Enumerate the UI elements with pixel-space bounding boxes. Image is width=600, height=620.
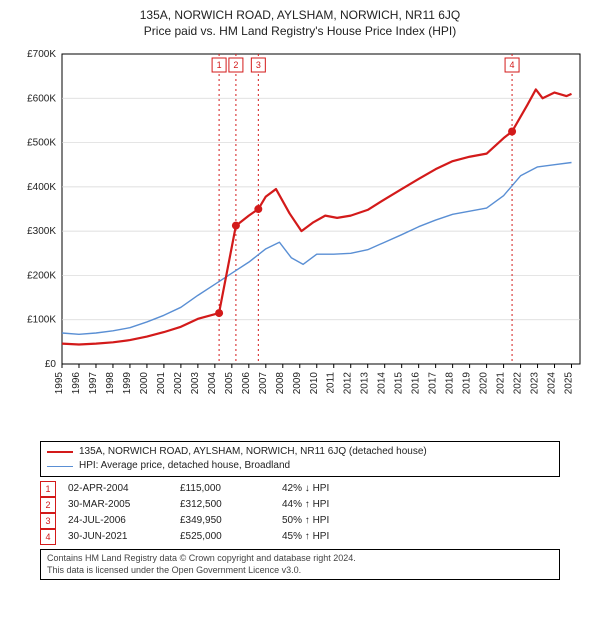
transaction-date: 24-JUL-2006 xyxy=(68,513,168,529)
svg-text:2015: 2015 xyxy=(394,372,405,395)
legend-label-hpi: HPI: Average price, detached house, Broa… xyxy=(79,459,290,473)
transaction-price: £525,000 xyxy=(180,529,270,545)
transaction-index-badge: 4 xyxy=(40,529,56,545)
svg-text:2003: 2003 xyxy=(190,372,201,395)
transaction-pct: 42% ↓ HPI xyxy=(282,481,402,497)
footer-line-1: Contains HM Land Registry data © Crown c… xyxy=(47,553,553,564)
transaction-price: £115,000 xyxy=(180,481,270,497)
svg-text:2000: 2000 xyxy=(139,372,150,395)
svg-text:4: 4 xyxy=(510,60,515,70)
svg-text:2016: 2016 xyxy=(411,372,422,395)
transaction-pct: 44% ↑ HPI xyxy=(282,497,402,513)
svg-text:£300K: £300K xyxy=(27,227,56,238)
transaction-row: 2 30-MAR-2005 £312,500 44% ↑ HPI xyxy=(40,497,560,513)
svg-text:£500K: £500K xyxy=(27,138,56,149)
svg-text:£200K: £200K xyxy=(27,271,56,282)
svg-text:2013: 2013 xyxy=(360,372,371,395)
transaction-index-badge: 3 xyxy=(40,513,56,529)
legend-label-property: 135A, NORWICH ROAD, AYLSHAM, NORWICH, NR… xyxy=(79,445,427,459)
svg-text:2004: 2004 xyxy=(207,372,218,395)
transaction-row: 1 02-APR-2004 £115,000 42% ↓ HPI xyxy=(40,481,560,497)
transaction-row: 3 24-JUL-2006 £349,950 50% ↑ HPI xyxy=(40,513,560,529)
svg-text:2006: 2006 xyxy=(241,372,252,395)
svg-text:2002: 2002 xyxy=(173,372,184,395)
svg-text:2008: 2008 xyxy=(275,372,286,395)
svg-text:£700K: £700K xyxy=(27,49,56,60)
svg-text:2018: 2018 xyxy=(445,372,456,395)
svg-text:2021: 2021 xyxy=(496,372,507,395)
svg-text:2020: 2020 xyxy=(479,372,490,395)
svg-text:£400K: £400K xyxy=(27,182,56,193)
legend: 135A, NORWICH ROAD, AYLSHAM, NORWICH, NR… xyxy=(40,441,560,477)
footer-notice: Contains HM Land Registry data © Crown c… xyxy=(40,549,560,580)
svg-text:1996: 1996 xyxy=(71,372,82,395)
svg-text:1995: 1995 xyxy=(54,372,65,395)
svg-text:2022: 2022 xyxy=(513,372,524,395)
svg-text:2011: 2011 xyxy=(326,372,337,394)
transaction-row: 4 30-JUN-2021 £525,000 45% ↑ HPI xyxy=(40,529,560,545)
svg-text:1999: 1999 xyxy=(122,372,133,395)
svg-text:1998: 1998 xyxy=(105,372,116,395)
svg-text:2014: 2014 xyxy=(377,372,388,395)
svg-text:2023: 2023 xyxy=(530,372,541,395)
svg-text:1: 1 xyxy=(217,60,222,70)
svg-text:2005: 2005 xyxy=(224,372,235,395)
svg-text:2010: 2010 xyxy=(309,372,320,395)
svg-text:1997: 1997 xyxy=(88,372,99,395)
transaction-date: 30-JUN-2021 xyxy=(68,529,168,545)
svg-text:2025: 2025 xyxy=(564,372,575,395)
legend-swatch-property xyxy=(47,451,73,453)
footer-line-2: This data is licensed under the Open Gov… xyxy=(47,565,553,576)
svg-text:2024: 2024 xyxy=(547,372,558,395)
transactions-table: 1 02-APR-2004 £115,000 42% ↓ HPI 2 30-MAR-200… xyxy=(40,481,560,545)
transaction-index-badge: 2 xyxy=(40,497,56,513)
svg-text:2019: 2019 xyxy=(462,372,473,395)
transaction-price: £312,500 xyxy=(180,497,270,513)
transaction-date: 30-MAR-2005 xyxy=(68,497,168,513)
legend-swatch-hpi xyxy=(47,466,73,467)
svg-text:2: 2 xyxy=(233,60,238,70)
transaction-pct: 45% ↑ HPI xyxy=(282,529,402,545)
svg-text:2007: 2007 xyxy=(258,372,269,395)
svg-text:£0: £0 xyxy=(45,359,57,370)
svg-text:3: 3 xyxy=(256,60,261,70)
svg-text:2001: 2001 xyxy=(156,372,167,395)
transaction-pct: 50% ↑ HPI xyxy=(282,513,402,529)
chart-title: 135A, NORWICH ROAD, AYLSHAM, NORWICH, NR… xyxy=(10,8,590,22)
svg-text:£600K: £600K xyxy=(27,94,56,105)
svg-text:2017: 2017 xyxy=(428,372,439,395)
svg-text:2012: 2012 xyxy=(343,372,354,395)
transaction-index-badge: 1 xyxy=(40,481,56,497)
svg-text:£100K: £100K xyxy=(27,315,56,326)
transaction-price: £349,950 xyxy=(180,513,270,529)
transaction-date: 02-APR-2004 xyxy=(68,481,168,497)
chart-subtitle: Price paid vs. HM Land Registry's House … xyxy=(10,24,590,38)
svg-text:2009: 2009 xyxy=(292,372,303,395)
price-chart: £0 £100K £200K £300K £400K £500K £600K £700K 199… xyxy=(10,44,590,435)
